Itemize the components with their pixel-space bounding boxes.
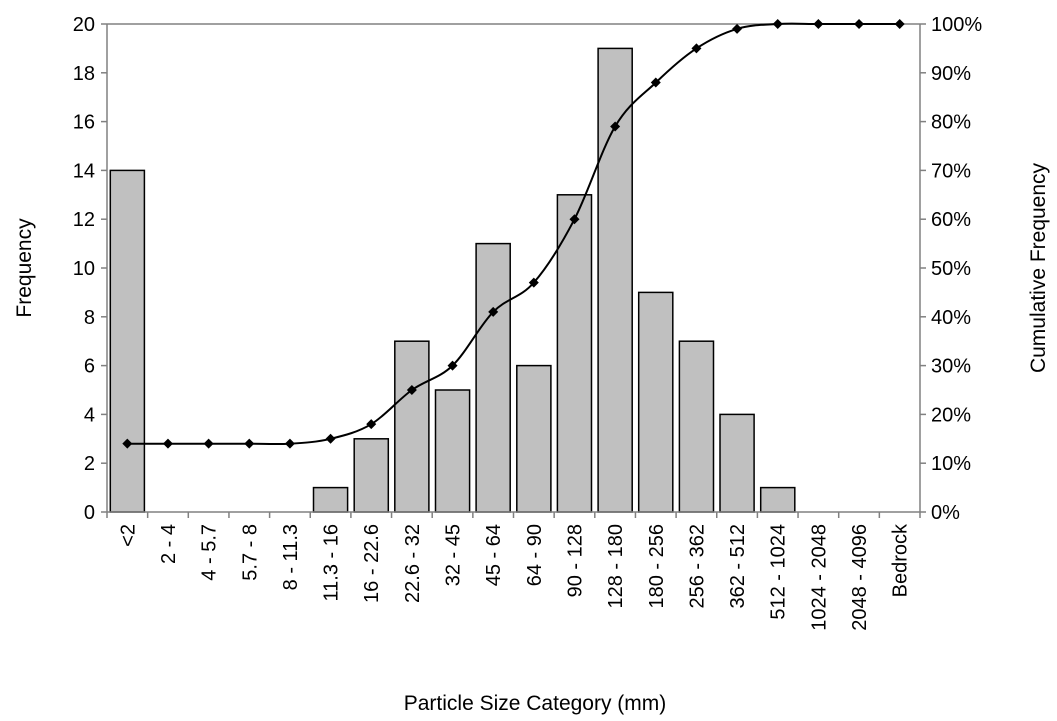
- x-tick-label: 256 - 362: [686, 524, 708, 609]
- x-tick-label: 16 - 22.6: [361, 524, 383, 603]
- bar-10: [516, 364, 552, 513]
- cumulative-line-group: [122, 19, 905, 449]
- cumulative-point-1: [162, 438, 173, 449]
- cumulative-point-19: [894, 19, 905, 29]
- x-tick-label: 4 - 5.7: [199, 524, 221, 581]
- y-tick-label: 6: [84, 356, 95, 378]
- y2-tick-label: 100%: [931, 14, 982, 36]
- y-tick-label: 16: [73, 112, 95, 134]
- x-tick-label: 2 - 4: [158, 524, 180, 564]
- cumulative-point-14: [691, 43, 702, 54]
- y2-tick-label: 30%: [931, 356, 971, 378]
- cumulative-point-11: [569, 214, 580, 225]
- cumulative-point-9: [488, 306, 499, 317]
- y2-tick-label: 40%: [931, 307, 971, 329]
- y-tick-label: 12: [73, 209, 95, 231]
- bar-9: [475, 242, 511, 513]
- bar-12: [597, 47, 633, 513]
- y-tick-label: 18: [73, 63, 95, 85]
- tick-labels-group: 0 2 4 6 8 10 12 14 16 18 20 0% 10% 20% 30% 40% 50% 60% 70%…: [73, 14, 983, 631]
- x-tick-label: 362 - 512: [727, 524, 749, 609]
- x-tick-label: Bedrock: [890, 523, 912, 597]
- cumulative-point-8: [447, 360, 458, 371]
- x-tick-label: 5.7 - 8: [239, 524, 261, 581]
- x-tick-label: 11.3 - 16: [321, 524, 343, 601]
- bar-6: [353, 438, 390, 513]
- y2-tick-label: 90%: [931, 63, 971, 85]
- bars-group: [109, 47, 796, 513]
- y2-tick-label: 70%: [931, 160, 971, 182]
- cumulative-point-16: [772, 19, 783, 29]
- y2-tick-label: 50%: [931, 258, 971, 280]
- cumulative-point-3: [244, 438, 255, 449]
- cumulative-line: [127, 22, 900, 446]
- y2-tick-label: 0%: [931, 502, 960, 524]
- x-tick-label: 1024 - 2048: [808, 524, 830, 631]
- x-tick-label: 512 - 1024: [768, 524, 790, 620]
- bar-0: [109, 169, 146, 513]
- y-tick-label: 2: [84, 453, 95, 475]
- bar-15: [719, 413, 755, 513]
- x-tick-label: <2: [117, 524, 139, 547]
- cumulative-point-6: [366, 419, 377, 430]
- cumulative-point-10: [528, 277, 539, 288]
- bar-14: [678, 340, 715, 513]
- x-tick-label: 64 - 90: [524, 524, 546, 586]
- x-tick-label: 32 - 45: [443, 524, 465, 586]
- bar-11: [556, 194, 593, 513]
- x-tick-label: 180 - 256: [646, 524, 668, 609]
- x-tick-label: 22.6 - 32: [402, 524, 424, 603]
- y-tick-label: 4: [84, 404, 95, 426]
- y-axis-title: Frequency: [13, 218, 36, 318]
- cumulative-point-4: [284, 438, 295, 449]
- x-tick-label: 8 - 11.3: [280, 524, 302, 590]
- x-axis-title: Particle Size Category (mm): [404, 692, 667, 715]
- cumulative-point-7: [406, 385, 417, 395]
- cumulative-point-13: [650, 77, 661, 88]
- cumulative-point-17: [813, 19, 824, 29]
- y2-tick-label: 60%: [931, 209, 971, 231]
- cumulative-point-5: [325, 433, 336, 444]
- y-tick-label: 20: [73, 14, 95, 36]
- bar-8: [434, 389, 471, 513]
- y2-tick-label: 20%: [931, 404, 971, 426]
- cumulative-point-12: [610, 121, 621, 132]
- bar-5: [312, 486, 349, 513]
- bar-7: [394, 340, 430, 513]
- x-tick-label: 128 - 180: [605, 524, 627, 609]
- bar-16: [759, 486, 796, 513]
- x-tick-label: 45 - 64: [483, 524, 505, 586]
- y2-tick-label: 10%: [931, 453, 971, 475]
- cumulative-point-18: [854, 19, 865, 29]
- x-tick-label: 2048 - 4096: [849, 524, 871, 631]
- x-tick-label: 90 - 128: [565, 524, 587, 597]
- y-tick-label: 0: [84, 502, 95, 524]
- bar-13: [637, 291, 674, 513]
- y2-tick-label: 80%: [931, 112, 971, 134]
- y-tick-label: 14: [73, 160, 95, 182]
- y-tick-label: 8: [84, 307, 95, 329]
- cumulative-point-2: [203, 438, 214, 449]
- cumulative-point-0: [122, 438, 133, 449]
- y-tick-label: 10: [73, 258, 95, 280]
- y2-axis-title: Cumulative Frequency: [1027, 162, 1050, 373]
- cumulative-point-15: [732, 23, 743, 34]
